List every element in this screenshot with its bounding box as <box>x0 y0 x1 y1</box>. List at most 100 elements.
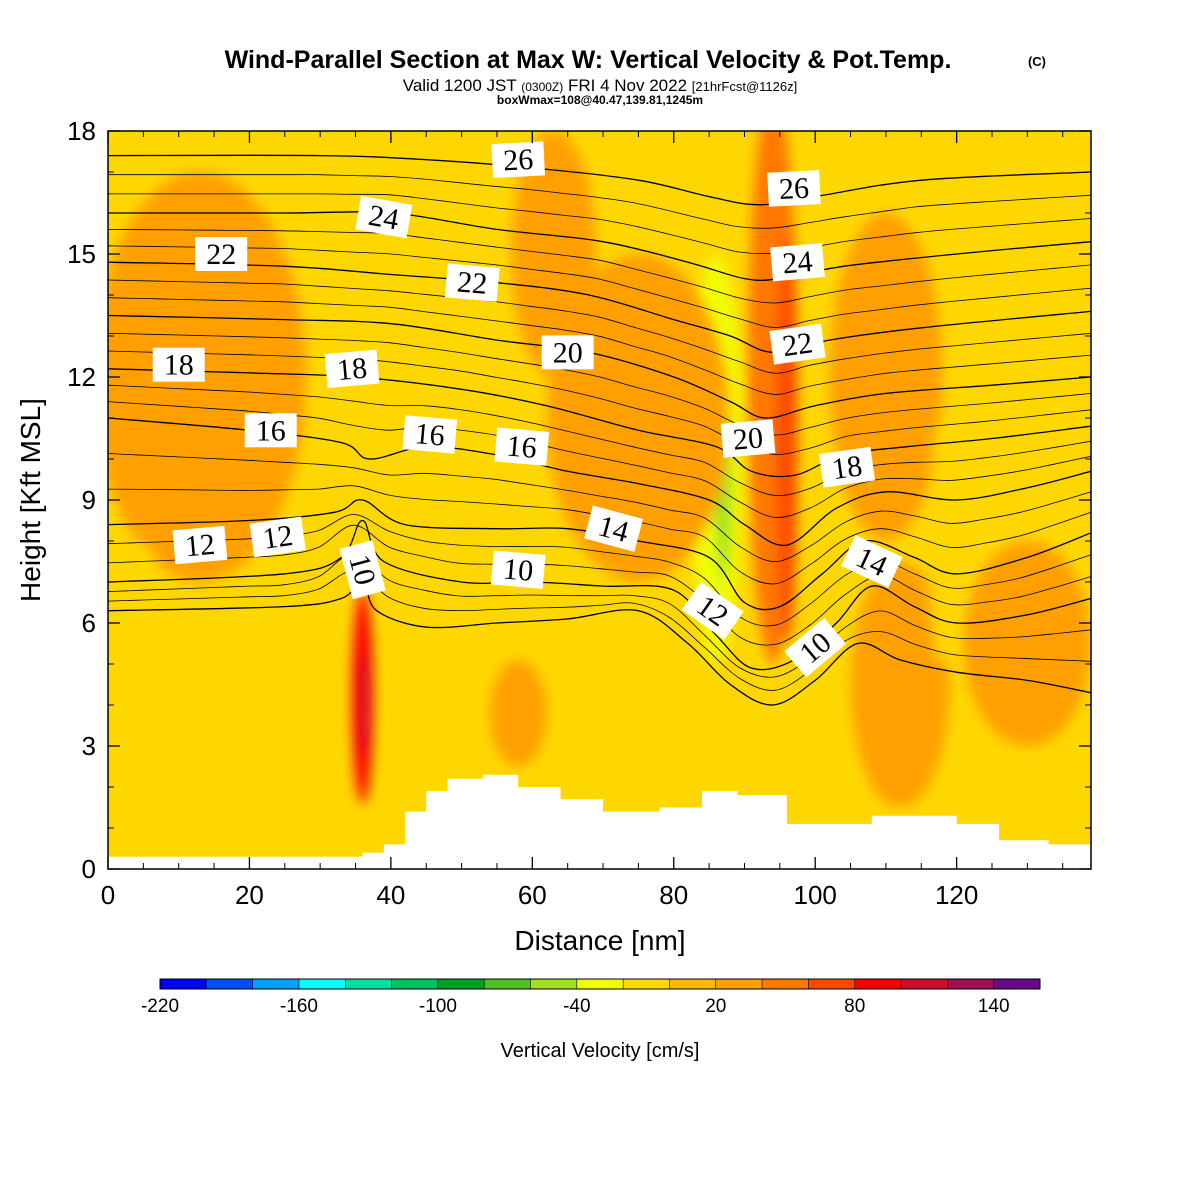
colorbar-swatch <box>854 979 902 989</box>
contour-label-text: 10 <box>502 552 535 587</box>
velocity-cell <box>963 541 1091 746</box>
contour-label: 14 <box>584 505 644 552</box>
theta-contours <box>108 154 1091 706</box>
y-tick-label: 6 <box>82 608 96 638</box>
x-tick-label: 60 <box>518 880 547 910</box>
contour-label-text: 22 <box>456 265 489 300</box>
contour-label-box <box>402 415 458 454</box>
colorbar-swatch <box>160 979 207 989</box>
colorbar-swatch <box>252 979 300 989</box>
contour-label: 10 <box>490 550 546 589</box>
x-axis-label: Distance [nm] <box>514 925 685 956</box>
contour-label: 16 <box>402 415 458 454</box>
contour-label: 24 <box>770 242 825 282</box>
contour-label-text: 26 <box>502 143 534 178</box>
chart-subtitle: Valid 1200 JST (0300Z) FRI 4 Nov 2022 [2… <box>403 76 797 95</box>
contour-label-box <box>494 427 550 466</box>
contour-label-box <box>324 349 380 389</box>
colorbar-tick-label: 140 <box>978 996 1010 1017</box>
colorbar-tick-label: -40 <box>563 996 590 1017</box>
colorbar-swatch <box>901 979 948 989</box>
colorbar-swatch <box>391 979 439 989</box>
theta-contour-minor <box>108 453 1091 563</box>
contour-label: 22 <box>444 263 500 302</box>
contour-label-box <box>195 237 248 271</box>
x-tick-label: 80 <box>659 880 688 910</box>
theta-contour-minor <box>108 229 1091 304</box>
contour-label-text: 24 <box>366 199 401 237</box>
contour-label: 10 <box>339 540 386 600</box>
x-tick-label: 40 <box>376 880 405 910</box>
contour-label: 16 <box>494 427 550 466</box>
colorbar-frame <box>159 978 1041 990</box>
theta-contour-24 <box>108 211 1091 282</box>
valid-time: Valid 1200 JST <box>403 76 517 95</box>
contour-label-text: 16 <box>505 429 538 464</box>
colorbar-swatch <box>345 979 393 989</box>
contour-label: 18 <box>818 446 876 488</box>
contour-label: 16 <box>244 413 297 448</box>
forecast-info: [21hrFcst@1126z] <box>692 79 797 94</box>
theta-contour-minor <box>108 524 1091 646</box>
contour-label-text: 12 <box>184 528 217 563</box>
colorbar-swatch <box>993 979 1041 989</box>
contour-label: 20 <box>720 419 776 458</box>
contour-label-box <box>818 446 876 488</box>
velocity-cell <box>359 651 370 759</box>
y-tick-label: 18 <box>67 116 96 146</box>
velocity-cell <box>850 561 950 808</box>
contour-label: 12 <box>172 525 228 565</box>
theta-contour-minor <box>108 350 1091 455</box>
contour-label-text: 18 <box>830 449 864 486</box>
contour-label-box <box>584 505 644 552</box>
colorbar-tick-label: -160 <box>280 996 318 1017</box>
contour-label-box <box>152 347 205 382</box>
colorbar-swatch <box>808 979 856 989</box>
colorbar-tick-label: 20 <box>705 996 726 1017</box>
terrain-layer <box>108 774 1091 869</box>
colorbar-tick-label: -220 <box>141 996 179 1017</box>
colorbar-tick-label: 80 <box>844 996 865 1017</box>
y-tick-label: 9 <box>82 485 96 515</box>
contour-label-text: 26 <box>778 172 810 207</box>
contour-label-text: 24 <box>781 245 814 280</box>
colorbar-swatch <box>623 979 670 989</box>
colorbar-tick-label: -100 <box>419 996 457 1017</box>
contour-label-box <box>172 525 228 565</box>
theta-contour-12 <box>108 519 1091 671</box>
contour-label-box <box>490 550 546 589</box>
contour-label-text: 18 <box>336 352 369 387</box>
velocity-cell <box>776 233 798 644</box>
theta-contour-14 <box>108 499 1091 611</box>
contour-label: 18 <box>324 349 380 389</box>
velocity-cell <box>928 418 957 664</box>
contour-label: 12 <box>249 516 306 558</box>
contour-label-box <box>339 540 386 600</box>
contour-label-box <box>249 516 306 558</box>
y-axis-label: Height [Kft MSL] <box>15 398 46 602</box>
theta-contour-20 <box>108 314 1091 419</box>
contour-label-text: 20 <box>553 336 583 369</box>
colorbar-swatch <box>437 979 485 989</box>
contour-label-text: 12 <box>261 519 295 556</box>
velocity-cell <box>108 541 179 869</box>
contour-label-box <box>767 170 821 207</box>
contour-label-box <box>491 141 546 179</box>
contour-label: 22 <box>769 323 826 365</box>
colorbar-swatch <box>715 979 763 989</box>
contour-label: 24 <box>355 195 413 239</box>
contour-label-box <box>784 617 847 678</box>
y-tick-label: 0 <box>82 854 96 884</box>
x-tick-label: 0 <box>101 880 115 910</box>
contour-label-text: 16 <box>413 417 446 452</box>
x-tick-label: 120 <box>935 880 978 910</box>
colorbar: -220 -160 -100 -40 20 80 140 <box>141 978 1041 1017</box>
contour-label: 18 <box>152 347 205 382</box>
contour-label-text: 20 <box>732 421 765 456</box>
velocity-cell <box>108 172 306 582</box>
theta-contour-22 <box>108 261 1091 354</box>
colorbar-swatch <box>669 979 717 989</box>
